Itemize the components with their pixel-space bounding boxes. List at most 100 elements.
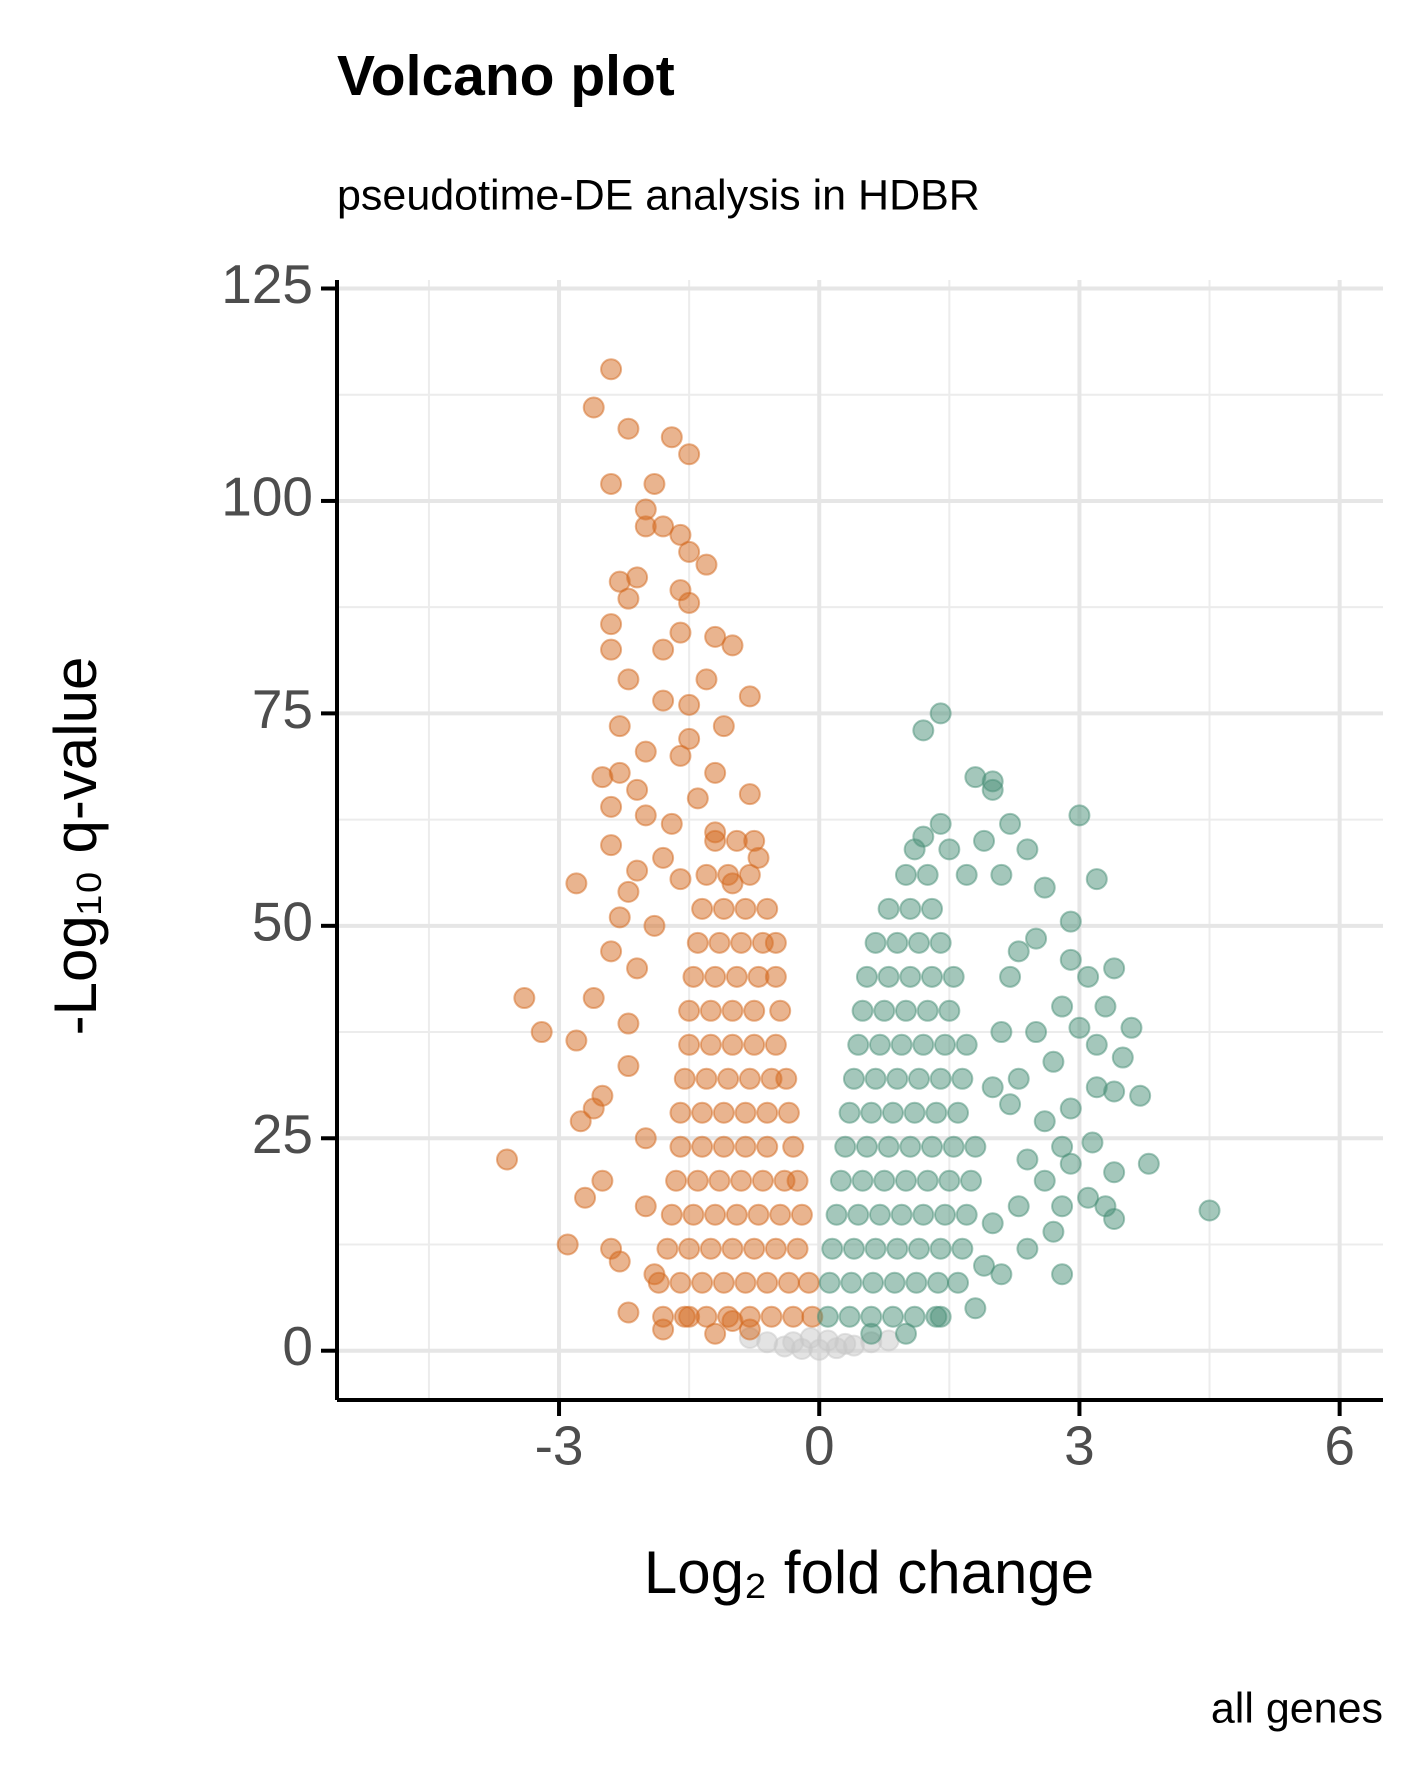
point	[769, 1203, 792, 1226]
point	[1103, 1161, 1126, 1184]
point	[797, 1271, 820, 1294]
point	[665, 1169, 688, 1192]
point	[660, 812, 683, 835]
point	[734, 1101, 757, 1124]
point	[738, 1305, 761, 1328]
point	[764, 1237, 787, 1260]
point	[1059, 1097, 1082, 1120]
point	[643, 472, 666, 495]
point	[699, 1237, 722, 1260]
point	[608, 761, 631, 784]
caption: all genes	[1211, 1684, 1383, 1732]
y-tick-label: 25	[252, 1103, 313, 1165]
point	[669, 523, 692, 546]
point	[1059, 910, 1082, 933]
point	[617, 417, 640, 440]
point	[751, 1169, 774, 1192]
point	[565, 1029, 588, 1052]
point	[916, 999, 939, 1022]
point	[730, 1169, 753, 1192]
point	[738, 863, 761, 886]
y-tick-label: 0	[282, 1315, 313, 1377]
point	[920, 965, 943, 988]
point	[751, 931, 774, 954]
point	[1042, 1050, 1065, 1073]
point	[608, 570, 631, 593]
point	[1033, 1110, 1056, 1133]
point	[634, 740, 657, 763]
point	[782, 1305, 805, 1328]
point	[925, 1305, 948, 1328]
point	[652, 1305, 675, 1328]
point	[626, 957, 649, 980]
point	[617, 1012, 640, 1035]
point	[1051, 1195, 1074, 1218]
point	[960, 1169, 983, 1192]
point	[691, 1271, 714, 1294]
point	[678, 540, 701, 563]
point	[574, 1186, 597, 1209]
point	[864, 931, 887, 954]
point	[743, 999, 766, 1022]
point	[699, 999, 722, 1022]
point	[894, 1322, 917, 1345]
point	[1103, 1080, 1126, 1103]
point	[634, 1195, 657, 1218]
point	[704, 965, 727, 988]
point	[747, 1203, 770, 1226]
point	[708, 931, 731, 954]
point	[894, 863, 917, 886]
point	[643, 914, 666, 937]
point	[942, 1135, 965, 1158]
point	[877, 897, 900, 920]
point	[660, 426, 683, 449]
point	[894, 1169, 917, 1192]
point	[933, 1033, 956, 1056]
point	[652, 689, 675, 712]
point	[942, 965, 965, 988]
point	[955, 1033, 978, 1056]
point	[756, 897, 779, 920]
point	[669, 868, 692, 891]
point	[981, 1212, 1004, 1235]
point	[1059, 948, 1082, 971]
point	[890, 1033, 913, 1056]
point	[1016, 1237, 1039, 1260]
point	[886, 1067, 909, 1090]
point	[725, 1203, 748, 1226]
y-axis-title: -Log₁₀ q-value	[42, 657, 109, 1036]
point	[1094, 995, 1117, 1018]
point	[608, 715, 631, 738]
point	[634, 1127, 657, 1150]
point	[947, 1101, 970, 1124]
point	[756, 1135, 779, 1158]
point	[591, 1169, 614, 1192]
point	[704, 1203, 727, 1226]
point	[600, 638, 623, 661]
point	[851, 999, 874, 1022]
point	[721, 999, 744, 1022]
point	[743, 1237, 766, 1260]
point	[903, 1305, 926, 1328]
point	[955, 863, 978, 886]
point	[877, 965, 900, 988]
point	[1198, 1199, 1221, 1222]
point	[920, 1135, 943, 1158]
point	[907, 931, 930, 954]
point	[899, 1135, 922, 1158]
point	[964, 1135, 987, 1158]
point	[821, 1237, 844, 1260]
point	[790, 1203, 813, 1226]
point	[764, 965, 787, 988]
point	[925, 1101, 948, 1124]
point	[669, 1271, 692, 1294]
point	[1077, 1186, 1100, 1209]
point	[530, 1021, 553, 1044]
point	[929, 931, 952, 954]
point	[669, 1101, 692, 1124]
point	[938, 838, 961, 861]
x-tick-label: 0	[804, 1415, 835, 1477]
point	[626, 859, 649, 882]
point	[929, 702, 952, 725]
point	[1081, 1131, 1104, 1154]
